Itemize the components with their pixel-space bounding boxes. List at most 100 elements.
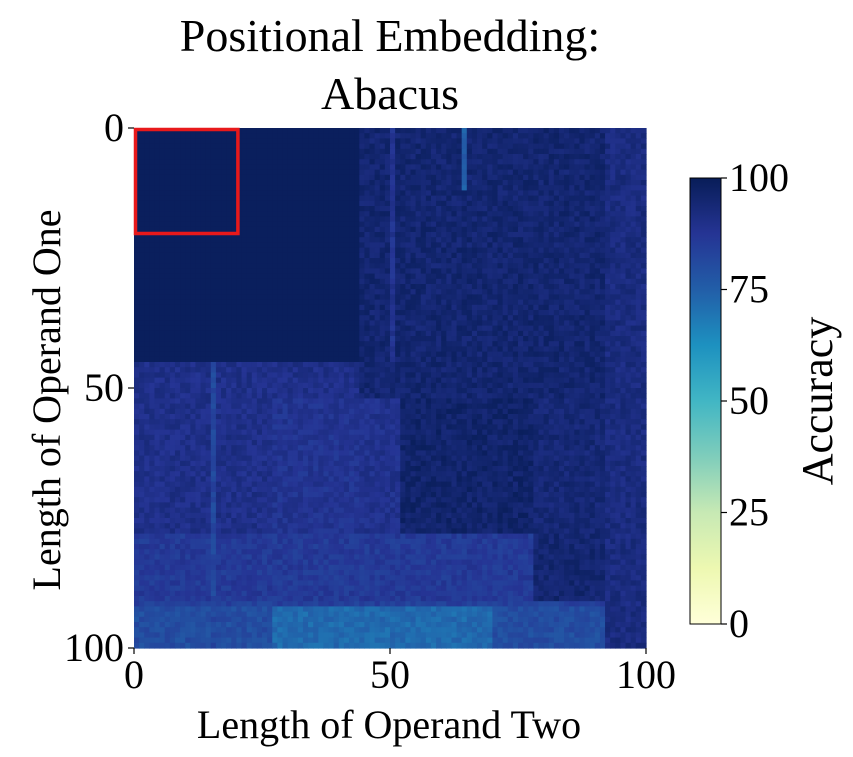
heatmap-cell [369,164,376,171]
heatmap-cell [159,148,166,155]
heatmap-cell [492,377,499,384]
heatmap-cell [205,351,212,358]
heatmap-cell [569,278,575,285]
heatmap-cell [471,351,478,358]
heatmap-cell [282,200,289,207]
heatmap-cell [461,351,468,358]
heatmap-cell [323,143,330,150]
heatmap-cell [333,128,340,134]
heatmap-cell [410,133,417,139]
heatmap-cell [594,206,601,212]
heatmap-cell [594,336,601,342]
heatmap-cell [605,180,611,186]
heatmap-cell [267,159,273,165]
heatmap-cell [574,200,581,207]
heatmap-cell [548,206,555,212]
heatmap-cell [400,263,406,269]
heatmap-cell [415,289,422,295]
heatmap-cell [210,367,217,373]
heatmap-cell [313,310,319,316]
heatmap-cell [246,148,253,155]
heatmap-cell [441,336,447,342]
heatmap-cell [262,200,268,207]
heatmap-cell [543,195,550,202]
heatmap-cell [589,252,596,259]
heatmap-cell [400,346,406,353]
heatmap-cell [599,211,606,217]
heatmap-cell [379,174,386,181]
heatmap-cell [400,362,406,368]
heatmap-cell [369,133,376,139]
heatmap-cell [354,211,360,217]
heatmap-cell [272,268,278,275]
heatmap-cell [256,336,263,342]
heatmap-cell [640,367,647,373]
heatmap-cell [246,154,253,160]
heatmap-cell [200,237,207,243]
heatmap-cell [528,289,534,295]
heatmap-cell [272,278,278,285]
heatmap-cell [589,377,596,384]
heatmap-cell [134,289,140,295]
heatmap-cell [471,128,478,134]
heatmap-cell [267,221,273,228]
heatmap-cell [302,138,309,145]
heatmap-cell [164,325,171,332]
heatmap-cell [574,278,581,285]
heatmap-cell [640,377,647,384]
heatmap-cell [589,159,596,165]
heatmap-cell [246,138,253,145]
heatmap-cell [461,367,468,373]
heatmap-cell [318,377,325,384]
heatmap-cell [487,382,493,389]
heatmap-cell [200,263,207,269]
heatmap-cell [630,268,637,275]
heatmap-cell [231,180,237,186]
heatmap-cell [308,148,314,155]
heatmap-cell [190,289,197,295]
heatmap-cell [451,216,458,223]
heatmap-cell [574,190,581,197]
heatmap-cell [134,304,140,311]
heatmap-cell [553,268,560,275]
heatmap-cell [451,252,458,259]
heatmap-cell [272,351,278,358]
heatmap-cell [185,356,191,363]
heatmap-cell [338,377,345,384]
heatmap-cell [436,133,442,139]
heatmap-cell [390,164,396,171]
heatmap-cell [564,346,570,353]
heatmap-cell [262,278,268,285]
heatmap-cell [323,310,330,316]
heatmap-cell [267,268,273,275]
heatmap-cell [400,159,406,165]
heatmap-cell [384,278,391,285]
heatmap-cell [256,330,263,337]
heatmap-cell [139,330,145,337]
heatmap-cell [149,200,156,207]
heatmap-cell [533,320,540,327]
heatmap-cell [533,252,540,259]
heatmap-cell [174,180,181,186]
heatmap-cell [523,143,529,150]
heatmap-cell [420,164,427,171]
heatmap-cell [492,336,499,342]
heatmap-cell [405,195,412,202]
heatmap-cell [405,294,412,301]
heatmap-cell [226,351,232,358]
heatmap-cell [149,242,156,249]
heatmap-cell [180,294,186,301]
heatmap-cell [221,200,227,207]
heatmap-cell [492,206,499,212]
heatmap-cell [323,367,330,373]
heatmap-cell [169,226,176,233]
heatmap-cell [640,247,647,254]
heatmap-cell [256,377,263,384]
heatmap-cell [292,320,299,327]
heatmap-cell [395,372,401,379]
heatmap-cell [533,211,540,217]
heatmap-cell [558,148,565,155]
heatmap-cell [620,252,627,259]
heatmap-cell [589,174,596,181]
heatmap-cell [635,200,642,207]
